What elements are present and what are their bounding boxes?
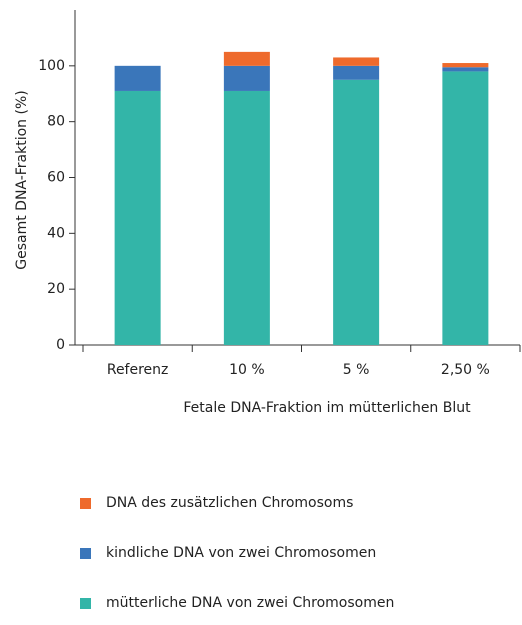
bar-segment	[442, 63, 489, 68]
legend-label: mütterliche DNA von zwei Chromosomen	[106, 595, 394, 611]
bar-segment	[333, 65, 380, 80]
x-tick-label: 5 %	[343, 362, 370, 378]
legend-swatch	[80, 598, 91, 609]
bar-segment	[442, 71, 489, 346]
y-tick-label: 0	[56, 337, 65, 353]
x-axis-label: Fetale DNA-Fraktion im mütterlichen Blut	[183, 400, 471, 416]
y-tick-label: 80	[47, 114, 65, 130]
y-axis-label: Gesamt DNA-Fraktion (%)	[14, 90, 30, 269]
bar-segment	[442, 67, 489, 72]
x-tick-label: 10 %	[229, 362, 265, 378]
legend-swatch	[80, 498, 91, 509]
y-tick-label: 60	[47, 170, 65, 186]
bar-segment	[333, 57, 380, 66]
bar-segment	[114, 65, 161, 91]
x-tick-label: Referenz	[107, 362, 169, 378]
y-tick-label: 40	[47, 225, 65, 241]
legend-swatch	[80, 548, 91, 559]
legend-label: kindliche DNA von zwei Chromosomen	[106, 545, 376, 561]
legend-label: DNA des zusätzlichen Chromosoms	[106, 495, 353, 511]
y-tick-label: 100	[38, 58, 65, 74]
bar-segment	[223, 90, 270, 345]
y-tick-label: 20	[47, 281, 65, 297]
bar-segment	[333, 79, 380, 346]
bar-segment	[223, 65, 270, 91]
bar-segment	[223, 51, 270, 66]
x-tick-label: 2,50 %	[441, 362, 490, 378]
bar-segment	[114, 90, 161, 345]
